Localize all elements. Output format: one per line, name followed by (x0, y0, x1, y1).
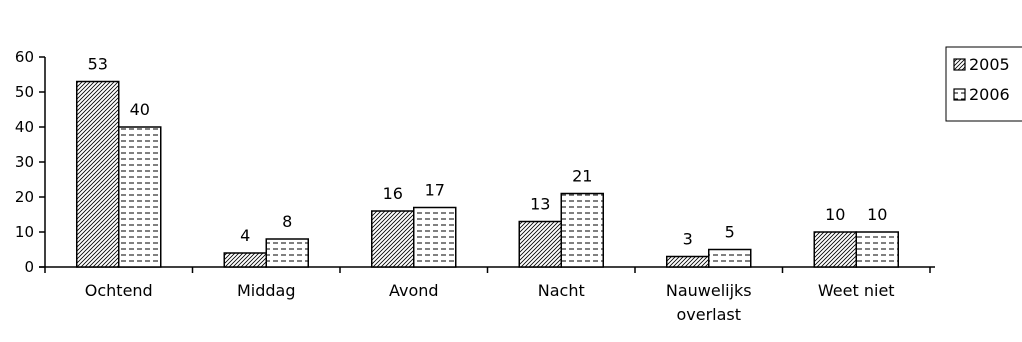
bar-2005 (518, 220, 562, 268)
x-tick-label: Weet niet (818, 281, 895, 300)
bar-2006 (413, 206, 457, 268)
bar-2006 (855, 231, 899, 268)
y-tick-label: 0 (24, 258, 34, 276)
bar-2006 (118, 126, 162, 268)
legend-swatch-2006 (953, 88, 966, 101)
bar-2005 (371, 210, 415, 268)
data-label: 4 (240, 226, 250, 245)
legend-label-2006: 2006 (969, 85, 1010, 104)
data-label: 8 (282, 212, 292, 231)
x-tick-label: Nauwelijks overlast (666, 281, 752, 324)
legend: 2005 2006 (945, 46, 1022, 122)
x-tick-label: Ochtend (85, 281, 153, 300)
data-label: 40 (130, 100, 150, 119)
x-tick-label: Avond (389, 281, 439, 300)
data-label: 10 (867, 205, 887, 224)
bar-2005 (76, 80, 120, 268)
data-label: 53 (88, 55, 108, 74)
legend-label-2005: 2005 (969, 55, 1010, 74)
y-tick-label: 20 (15, 188, 34, 206)
legend-swatch-2005 (953, 58, 966, 71)
data-label: 17 (425, 181, 445, 200)
data-label: 10 (825, 205, 845, 224)
y-tick-label: 10 (15, 223, 34, 241)
y-tick-label: 30 (15, 153, 34, 171)
x-tick-label: Middag (237, 281, 296, 300)
data-label: 16 (383, 184, 403, 203)
y-tick-label: 60 (15, 48, 34, 66)
x-tick-label: Nacht (538, 281, 585, 300)
bar-2006 (708, 248, 752, 268)
bar-2006 (265, 238, 309, 268)
y-tick-label: 50 (15, 83, 34, 101)
bar-2005 (666, 255, 710, 268)
y-tick-label: 40 (15, 118, 34, 136)
data-label: 21 (572, 167, 592, 186)
bar-2005 (813, 231, 857, 268)
bar-2006 (560, 192, 604, 268)
bar-2005 (223, 252, 267, 268)
data-label: 5 (725, 223, 735, 242)
data-label: 13 (530, 195, 550, 214)
data-label: 3 (683, 230, 693, 249)
